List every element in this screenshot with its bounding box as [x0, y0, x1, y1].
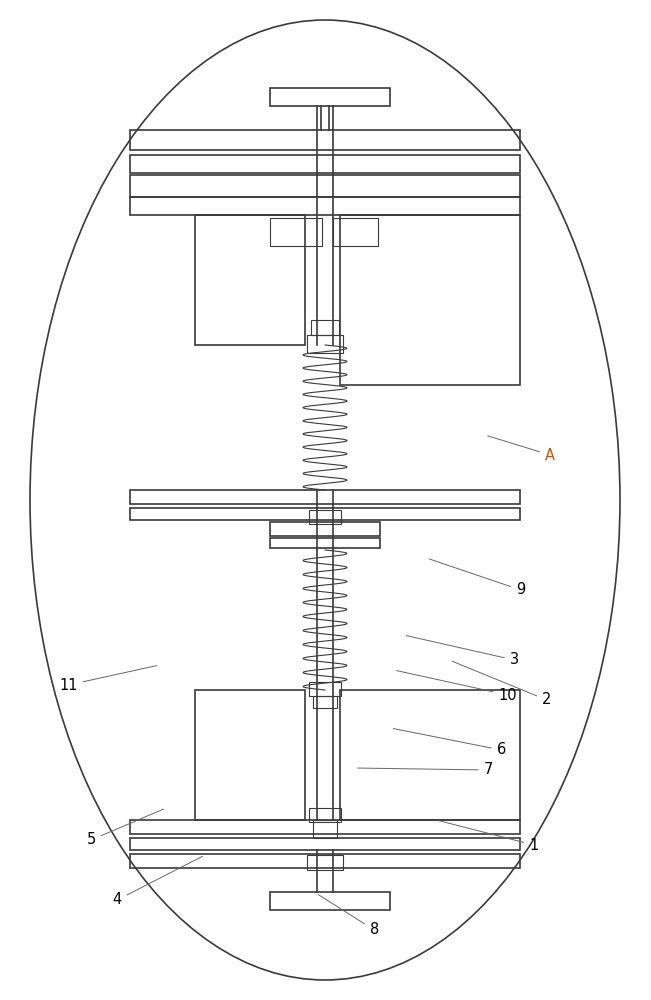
Bar: [270, 218, 322, 246]
Bar: [130, 820, 520, 834]
Text: A: A: [488, 436, 555, 462]
Bar: [130, 838, 520, 850]
Bar: [130, 130, 520, 150]
Bar: [307, 335, 343, 353]
Bar: [309, 808, 341, 822]
Bar: [270, 522, 380, 536]
Bar: [309, 682, 341, 696]
Bar: [130, 854, 520, 868]
Bar: [313, 696, 337, 708]
Bar: [270, 88, 390, 106]
Bar: [130, 155, 520, 173]
Text: 11: 11: [59, 666, 157, 692]
Text: 3: 3: [406, 636, 519, 668]
Bar: [307, 855, 343, 870]
Bar: [130, 508, 520, 520]
Text: 4: 4: [113, 856, 202, 908]
Text: 5: 5: [87, 809, 163, 848]
Text: 2: 2: [452, 661, 551, 708]
Bar: [340, 215, 520, 385]
Bar: [270, 538, 380, 548]
Bar: [311, 320, 339, 335]
Bar: [333, 218, 378, 246]
Bar: [313, 820, 337, 838]
Text: 10: 10: [396, 671, 517, 702]
Bar: [130, 175, 520, 197]
Text: 7: 7: [357, 762, 493, 778]
Bar: [340, 690, 520, 820]
Text: 6: 6: [393, 729, 506, 758]
Text: 1: 1: [439, 821, 538, 852]
Bar: [130, 197, 520, 215]
Bar: [195, 690, 305, 820]
Text: 8: 8: [318, 894, 379, 938]
Text: 9: 9: [429, 559, 525, 597]
Bar: [130, 490, 520, 504]
Bar: [309, 510, 341, 524]
Bar: [195, 215, 305, 345]
Bar: [270, 892, 390, 910]
